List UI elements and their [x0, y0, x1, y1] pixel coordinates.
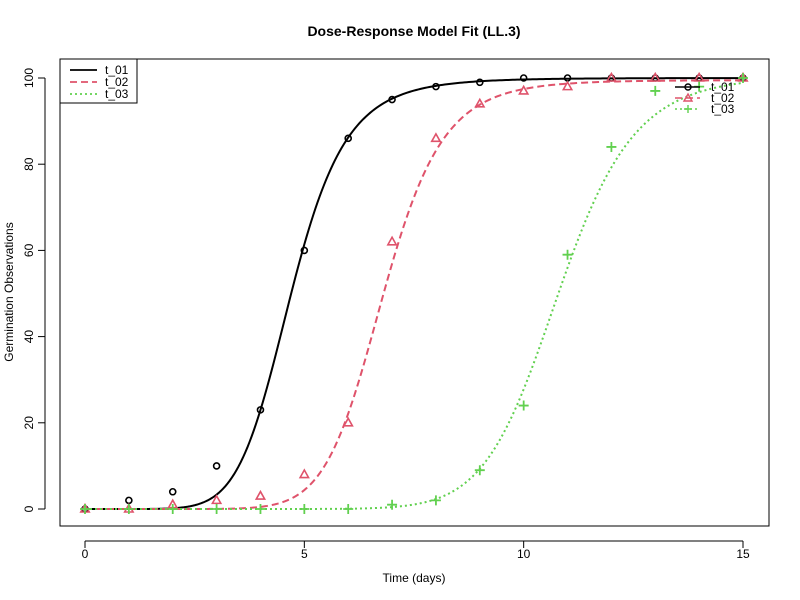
- data-point-t_01: [300, 246, 309, 255]
- data-point-t_02: [430, 132, 442, 143]
- legend2-label-t_02: t_02: [711, 91, 735, 105]
- fit-curve-t_03: [85, 81, 744, 510]
- data-point-t_03: [518, 400, 529, 411]
- data-point-t_03: [80, 504, 90, 514]
- data-point-t_02: [386, 235, 398, 246]
- data-point-t_02: [298, 468, 310, 479]
- data-point-t_02: [518, 84, 530, 95]
- data-point-t_02: [254, 489, 267, 500]
- data-point-t_01: [475, 78, 484, 87]
- x-tick-label: 5: [301, 547, 308, 561]
- legend2-marker-t_01: [684, 83, 692, 91]
- fitted-curves: [85, 77, 744, 510]
- x-tick-label: 10: [517, 547, 531, 561]
- data-point-t_02: [474, 97, 486, 108]
- data-point-t_03: [738, 73, 748, 83]
- legend-top-right: t_01t_02t_03: [675, 80, 735, 116]
- x-axis-label: Time (days): [383, 571, 446, 585]
- data-point-t_03: [430, 495, 441, 506]
- x-tick-label: 15: [736, 547, 750, 561]
- legend-top-left: t_01t_02t_03: [59, 58, 138, 104]
- data-point-t_03: [474, 465, 485, 476]
- y-tick-label: 100: [22, 68, 36, 88]
- y-tick-label: 0: [22, 505, 36, 512]
- y-tick-label: 20: [22, 416, 36, 430]
- legend2-marker-t_02: [682, 92, 694, 102]
- data-point-t_02: [649, 71, 661, 82]
- legend-label-t_01: t_01: [105, 63, 129, 77]
- fit-curve-t_02: [85, 79, 744, 510]
- data-point-t_03: [387, 499, 398, 510]
- data-point-t_01: [519, 74, 528, 82]
- fit-curve-t_01: [85, 77, 743, 510]
- data-point-t_01: [344, 134, 353, 143]
- data-point-t_01: [256, 406, 265, 414]
- data-point-t_01: [168, 487, 177, 496]
- data-point-t_01: [432, 82, 440, 91]
- legend-box: [59, 58, 138, 104]
- chart-title: Dose-Response Model Fit (LL.3): [307, 23, 520, 39]
- data-point-t_03: [650, 85, 661, 96]
- data-point-t_03: [211, 504, 222, 514]
- observation-points: [79, 71, 749, 514]
- plot-frame: [59, 58, 770, 527]
- data-point-t_02: [211, 494, 223, 505]
- axes-layer: 0 5 10 15 0 20 40 60 80 100: [22, 68, 750, 561]
- data-point-t_01: [388, 95, 396, 104]
- data-point-t_03: [123, 504, 134, 514]
- data-point-t_02: [342, 416, 354, 427]
- y-tick-label: 60: [22, 243, 36, 257]
- data-point-t_03: [299, 504, 310, 514]
- y-axis-label: Germination Observations: [2, 222, 16, 361]
- legend-label-t_02: t_02: [105, 75, 129, 89]
- data-point-t_03: [167, 504, 178, 514]
- data-point-t_01: [212, 462, 221, 470]
- legend2-marker-t_03: [684, 105, 692, 113]
- legend2-label-t_03: t_03: [711, 102, 735, 116]
- y-tick-label: 40: [22, 330, 36, 344]
- x-tick-label: 0: [82, 547, 89, 561]
- data-point-t_03: [562, 249, 573, 260]
- data-point-t_03: [343, 504, 354, 514]
- data-point-t_03: [606, 141, 617, 152]
- legend2-label-t_01: t_01: [711, 80, 735, 94]
- data-point-t_03: [255, 504, 266, 514]
- data-point-t_02: [561, 80, 574, 91]
- y-tick-label: 80: [22, 157, 36, 171]
- data-point-t_02: [693, 71, 705, 82]
- data-point-t_02: [605, 71, 617, 82]
- legend-label-t_03: t_03: [105, 87, 129, 101]
- data-point-t_01: [125, 496, 133, 505]
